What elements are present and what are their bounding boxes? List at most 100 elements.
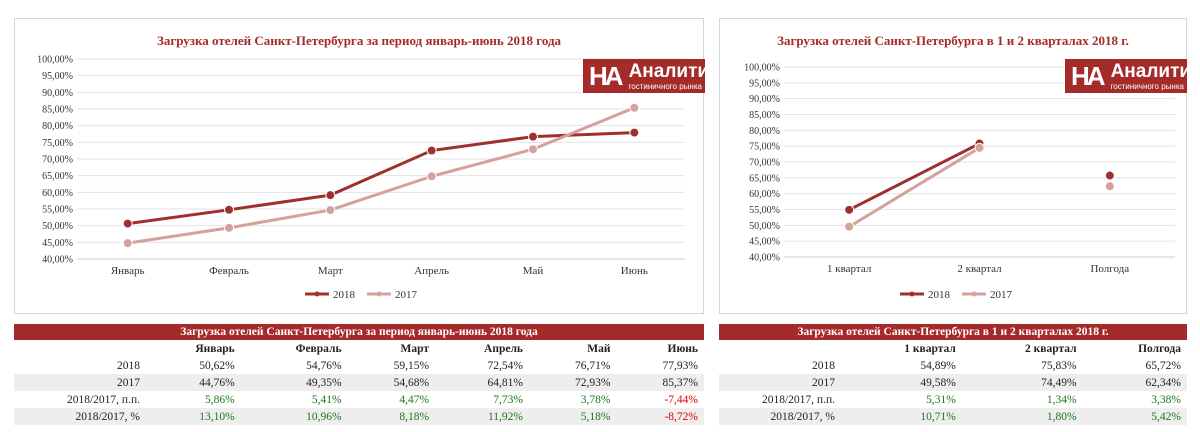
series-line-2018 [127,131,635,226]
legend-label: 2017 [990,289,1013,301]
legend-label: 2017 [395,289,418,301]
table-cell: 10,96% [240,408,348,425]
quarterly-table: Загрузка отелей Санкт-Петербурга в 1 и 2… [719,324,1187,425]
table-cell: 5,31% [926,393,956,406]
y-tick-label: 75,00% [749,142,780,153]
table-cell: 5,18% [528,408,617,425]
series-line-2017 [127,106,635,245]
chart-title: Загрузка отелей Санкт-Петербурга за пери… [157,33,562,48]
x-tick-label: Апрель [414,265,449,277]
brand-name: Аналитика [1110,60,1200,82]
table-cell: 1,34% [1046,393,1077,406]
legend-marker [314,291,320,297]
y-tick-label: 90,00% [749,94,780,105]
table-row: 2018/2017, п.п. 5,86% 5,41% 4,47% 7,73% … [14,391,704,408]
table-cell: 74,49% [961,374,1083,391]
table-cell: 49,58% [841,374,962,391]
table-cell: 50,62% [199,359,235,372]
y-tick-label: 100,00% [37,55,73,66]
table-cell: 64,81% [435,374,529,391]
y-tick-label: 50,00% [749,221,780,232]
table-cell: 54,76% [306,359,342,372]
legend-marker [376,291,382,297]
x-tick-label: Февраль [209,265,249,277]
data-point-2017 [629,102,640,113]
table-cell: 11,92% [435,408,529,425]
data-point-2018 [1104,170,1115,181]
table-cell: 49,35% [240,374,348,391]
legend-marker [909,291,915,297]
table-cell: 3,38% [1151,393,1181,406]
y-tick-label: 80,00% [749,126,780,137]
data-point-2017 [122,238,133,249]
row-label: 2018/2017, п.п. [66,393,140,406]
y-tick-label: 55,00% [42,205,73,216]
table-cell: 75,83% [1041,359,1077,372]
y-tick-label: 70,00% [749,158,780,169]
table-row: 2018 54,89% 75,83% 65,72% [719,357,1187,374]
table-cell: -7,44% [664,393,698,406]
brand-logo: HA Аналитика гостиничного рынка [583,59,729,93]
row-label: 2018/2017, п.п. [761,393,835,406]
x-tick-label: 1 квартал [827,263,872,275]
monthly-table-title: Загрузка отелей Санкт-Петербурга за пери… [14,324,704,340]
chart-monthly-box: Загрузка отелей Санкт-Петербурга за пери… [14,18,729,314]
table-cell: 76,71% [575,359,611,372]
table-cell: 72,93% [528,374,617,391]
x-tick-label: Март [318,265,343,277]
legend-marker [971,291,977,297]
data-point-2017 [528,144,538,155]
table-cell: 72,54% [487,359,523,372]
data-point-2018 [325,190,336,201]
legend-label: 2018 [928,289,951,301]
chart-title: Загрузка отелей Санкт-Петербурга в 1 и 2… [777,33,1129,48]
data-point-2018 [122,218,133,229]
table-cell: 3,78% [580,393,611,406]
monthly-table: Загрузка отелей Санкт-Петербурга за пери… [14,324,704,425]
table-cell: -8,72% [616,408,704,425]
table-header-row: 1 квартал 2 квартал Полгода [719,340,1187,357]
y-tick-label: 40,00% [749,253,780,264]
row-label: 2017 [14,374,146,391]
row-label: 2018 [812,359,835,372]
table-header-cell: 2 квартал [1025,342,1077,355]
table-cell: 5,41% [311,393,342,406]
data-point-2017 [426,171,437,182]
y-tick-label: 75,00% [42,138,73,149]
y-tick-label: 60,00% [42,188,73,199]
series-line-2018 [848,142,981,212]
data-point-2017 [1104,181,1115,192]
table-header-cell: Полгода [1138,342,1181,355]
y-tick-label: 60,00% [749,189,780,200]
table-cell: 85,37% [616,374,704,391]
brand-logo: HA Аналитика гостиничного рынка [1065,59,1200,93]
data-point-2018 [844,204,855,215]
table-header-cell: Февраль [295,342,342,355]
data-point-2017 [224,222,234,233]
table-cell: 44,76% [146,374,241,391]
data-point-2018 [426,145,437,156]
y-tick-label: 40,00% [42,255,73,266]
brand-subtitle: гостиничного рынка [628,81,702,91]
table-header-cell: Май [587,342,611,355]
data-point-2018 [224,204,234,215]
table-header-cell: Март [400,342,430,355]
table-row: 2018/2017, % 13,10% 10,96% 8,18% 11,92% … [14,408,704,425]
y-tick-label: 45,00% [42,238,73,249]
table-row: 2018/2017, п.п. 5,31% 1,34% 3,38% [719,391,1187,408]
y-tick-label: 85,00% [749,110,780,121]
brand-logo-icon: HA [589,61,624,91]
brand-name: Аналитика [628,60,730,82]
y-tick-label: 100,00% [744,63,780,74]
y-tick-label: 95,00% [42,71,73,82]
table-cell: 5,42% [1082,408,1187,425]
y-tick-label: 65,00% [42,171,73,182]
table-cell: 65,72% [1145,359,1181,372]
table-cell: 4,47% [399,393,430,406]
table-row: 2018/2017, % 10,71% 1,80% 5,42% [719,408,1187,425]
table-cell: 13,10% [146,408,241,425]
legend-label: 2018 [333,289,356,301]
chart-quarterly-box: Загрузка отелей Санкт-Петербурга в 1 и 2… [719,18,1200,314]
brand-logo-icon: HA [1071,61,1106,91]
data-point-2018 [629,127,640,138]
